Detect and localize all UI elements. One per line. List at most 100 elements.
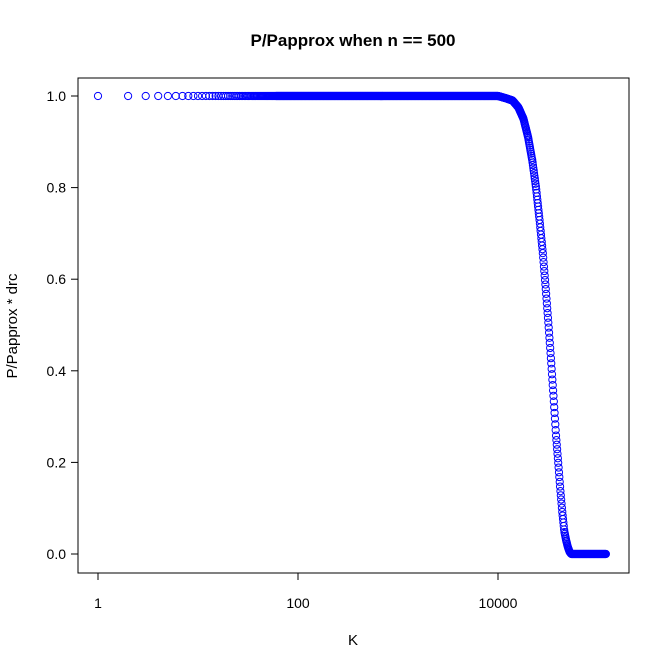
data-point [555, 477, 564, 486]
data-point [541, 284, 550, 294]
data-point [529, 169, 539, 178]
data-point [208, 91, 217, 101]
data-point [529, 166, 538, 175]
data-point [531, 179, 540, 188]
data-point [546, 354, 556, 363]
data-point [556, 491, 565, 500]
data-point [542, 299, 551, 308]
data-point [549, 391, 558, 400]
data-point [224, 91, 233, 101]
data-point [540, 275, 550, 285]
data-point [555, 482, 565, 491]
data-point [189, 91, 198, 101]
data-point [547, 359, 556, 368]
data-point [540, 271, 549, 280]
data-point [557, 495, 566, 504]
data-point [528, 158, 537, 167]
data-point [541, 280, 550, 289]
data-point [528, 155, 537, 164]
data-point [544, 323, 553, 332]
data-point [193, 91, 203, 101]
data-points [93, 91, 611, 559]
data-point [549, 397, 558, 406]
data-point [552, 436, 561, 445]
data-point [551, 420, 560, 429]
data-point [542, 289, 551, 298]
data-point [548, 380, 557, 390]
data-point [93, 91, 103, 101]
y-tick-label: 1.0 [47, 88, 67, 104]
data-point [552, 440, 561, 449]
data-point [545, 333, 554, 342]
data-point [154, 91, 163, 101]
data-point [549, 386, 558, 395]
data-point [178, 91, 187, 101]
data-point [163, 91, 172, 101]
data-point [171, 91, 180, 101]
x-axis-label: K [348, 632, 358, 649]
data-point [550, 403, 559, 412]
data-point [555, 472, 564, 482]
data-point [538, 249, 547, 258]
data-point [554, 468, 564, 477]
data-point [201, 91, 211, 101]
data-point [547, 370, 557, 379]
data-point [529, 163, 538, 172]
data-point [547, 364, 556, 373]
y-axis-label: P/Papprox * drc [4, 273, 21, 379]
data-point [557, 499, 566, 508]
y-tick-label: 0.4 [47, 363, 67, 379]
data-point [530, 171, 539, 180]
data-point [551, 431, 561, 440]
data-point [601, 549, 611, 559]
data-point [554, 463, 563, 472]
data-point [542, 294, 551, 303]
data-point [557, 503, 567, 512]
data-point [531, 182, 540, 191]
data-point [211, 91, 220, 101]
data-point [124, 91, 133, 101]
data-point [550, 408, 559, 418]
data-point [551, 425, 560, 435]
chart-title: P/Papprox when n == 500 [250, 31, 455, 50]
data-point [546, 343, 555, 353]
x-tick-label: 1 [94, 595, 102, 611]
data-point [546, 348, 555, 358]
x-tick-label: 100 [286, 595, 310, 611]
y-axis: 0.0 0.2 0.4 0.6 0.8 1.0 [47, 88, 79, 562]
data-point [540, 266, 549, 276]
data-point [543, 304, 552, 313]
data-point [543, 313, 553, 322]
data-point [205, 91, 214, 101]
data-point [559, 521, 568, 531]
data-point [544, 318, 553, 327]
data-point [553, 445, 562, 454]
data-point [545, 338, 554, 347]
data-point [531, 177, 540, 186]
x-axis: 1 100 10000 [94, 572, 518, 611]
data-point [184, 91, 193, 101]
data-point [543, 308, 552, 318]
data-point [556, 487, 565, 496]
data-point [553, 454, 562, 463]
data-point [554, 458, 563, 467]
data-point [539, 258, 548, 267]
data-point [528, 161, 538, 170]
data-point [141, 91, 150, 101]
data-point [530, 174, 539, 183]
data-point [539, 253, 548, 262]
data-point [548, 375, 557, 384]
data-point [550, 414, 560, 423]
y-tick-label: 0.2 [47, 454, 67, 470]
data-point [553, 449, 562, 458]
data-point [538, 245, 547, 254]
x-tick-label: 10000 [479, 595, 518, 611]
data-point [221, 91, 230, 101]
data-point [539, 262, 549, 271]
y-tick-label: 0.0 [47, 546, 67, 562]
data-point [219, 91, 228, 101]
data-point [560, 525, 569, 534]
data-point [544, 328, 554, 337]
y-tick-label: 0.6 [47, 271, 67, 287]
